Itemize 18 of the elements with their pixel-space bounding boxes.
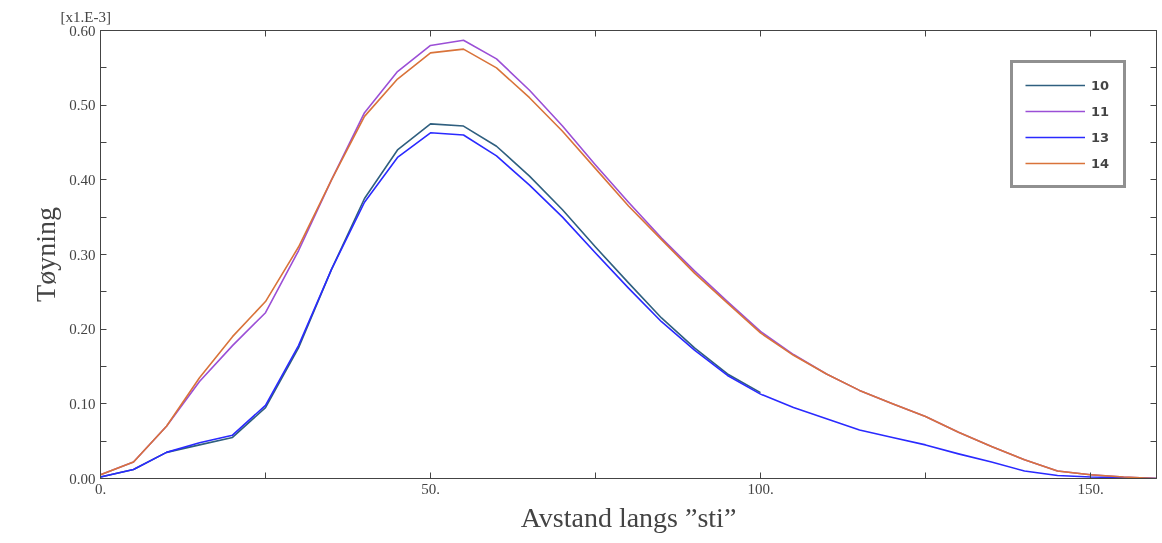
x-tick-label: 150. xyxy=(1077,480,1104,497)
x-tick-label: 100. xyxy=(747,480,774,497)
y-tick-label: 0.50 xyxy=(69,97,96,114)
y-tick-label: 0.00 xyxy=(69,470,96,487)
x-tick-label: 0. xyxy=(94,480,107,497)
x-axis-title: Avstand langs ”sti” xyxy=(520,501,737,533)
y-tick-label: 0.20 xyxy=(69,321,96,338)
y-tick-label: 0.60 xyxy=(69,22,96,39)
x-tick-label: 50. xyxy=(421,480,440,497)
legend-label: 14 xyxy=(1091,155,1111,171)
y-tick-label: 0.10 xyxy=(69,395,96,412)
y-tick-label: 0.30 xyxy=(69,246,96,263)
legend-label: 10 xyxy=(1091,77,1111,93)
text: [x1.E-3] xyxy=(60,8,111,25)
legend-label: 13 xyxy=(1091,129,1111,145)
y-axis-title: Tøyning xyxy=(30,207,62,302)
y-tick-label: 0.40 xyxy=(69,171,96,188)
legend-label: 11 xyxy=(1091,103,1111,119)
